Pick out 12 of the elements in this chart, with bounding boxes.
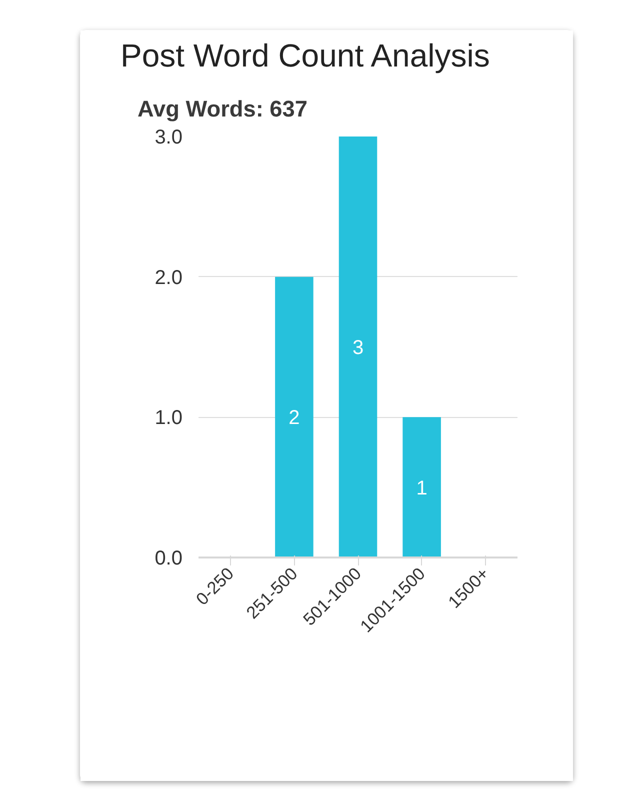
bar [338,136,378,558]
data-label: 2 [288,407,300,430]
bar [402,417,441,558]
y-tick-label: 1.0 [154,407,183,430]
bar [275,276,314,558]
data-label: 1 [416,477,428,500]
y-tick-label: 2.0 [154,266,183,289]
chart-subtitle: Avg Words: 637 [138,96,308,122]
y-tick-label: 3.0 [154,126,183,148]
data-label: 3 [352,337,364,359]
chart-title: Post Word Count Analysis [120,38,490,74]
y-tick-label: 0.0 [154,548,183,570]
